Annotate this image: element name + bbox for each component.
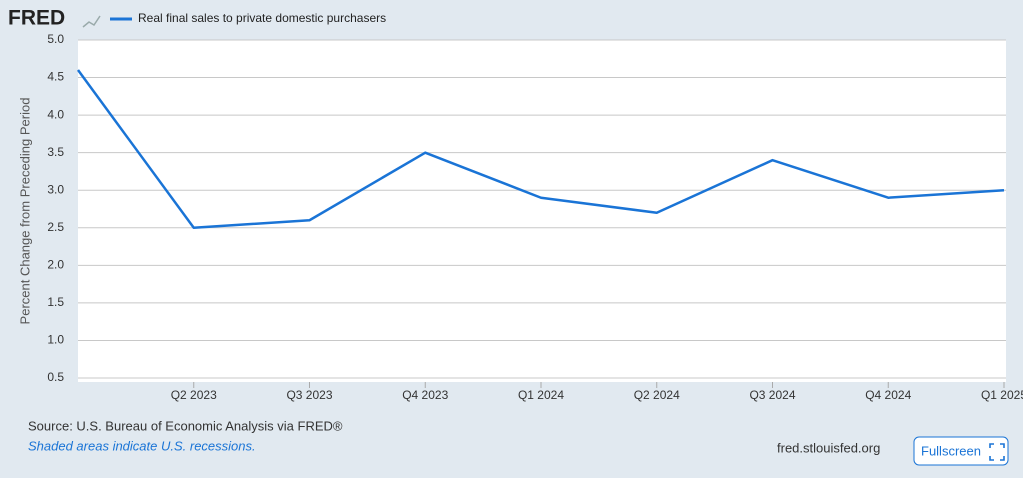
y-tick-label: 3.5 xyxy=(47,145,64,159)
x-tick-label: Q1 2025 xyxy=(981,388,1023,402)
y-tick-label: 2.5 xyxy=(47,220,64,234)
y-tick-label: 0.5 xyxy=(47,370,64,384)
y-tick-label: 4.5 xyxy=(47,70,64,84)
y-tick-label: 4.0 xyxy=(47,107,64,121)
fullscreen-button[interactable]: Fullscreen xyxy=(913,436,1009,466)
x-tick-label: Q1 2024 xyxy=(518,388,564,402)
note: Shaded areas indicate U.S. recessions. xyxy=(28,438,256,453)
site-link: fred.stlouisfed.org xyxy=(777,440,880,455)
x-tick-label: Q2 2024 xyxy=(634,388,680,402)
x-tick-label: Q3 2024 xyxy=(749,388,795,402)
y-tick-label: 1.0 xyxy=(47,333,64,347)
x-tick-label: Q3 2023 xyxy=(286,388,332,402)
x-tick-label: Q4 2024 xyxy=(865,388,911,402)
logo-icon xyxy=(82,15,101,28)
y-tick-label: 1.5 xyxy=(47,295,64,309)
button-icon[interactable] xyxy=(989,443,1005,461)
plot-area xyxy=(78,40,1006,382)
legend-label: Real final sales to private domestic pur… xyxy=(138,11,386,25)
y-tick-label: 3.0 xyxy=(47,182,64,196)
y-tick-label: 2.0 xyxy=(47,258,64,272)
y-axis-title: Percent Change from Preceding Period xyxy=(17,98,32,325)
series-line xyxy=(76,69,1005,230)
button-frame[interactable] xyxy=(913,436,1009,466)
button-label[interactable]: Fullscreen xyxy=(921,443,981,458)
x-tick-label: Q4 2023 xyxy=(402,388,448,402)
source: Source: U.S. Bureau of Economic Analysis… xyxy=(28,418,343,433)
y-tick-label: 5.0 xyxy=(47,32,64,46)
logo: FRED xyxy=(8,7,65,30)
x-tick-label: Q2 2023 xyxy=(171,388,217,402)
